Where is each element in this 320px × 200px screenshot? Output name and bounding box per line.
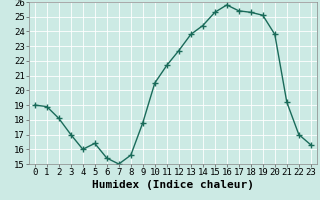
X-axis label: Humidex (Indice chaleur): Humidex (Indice chaleur) <box>92 180 254 190</box>
